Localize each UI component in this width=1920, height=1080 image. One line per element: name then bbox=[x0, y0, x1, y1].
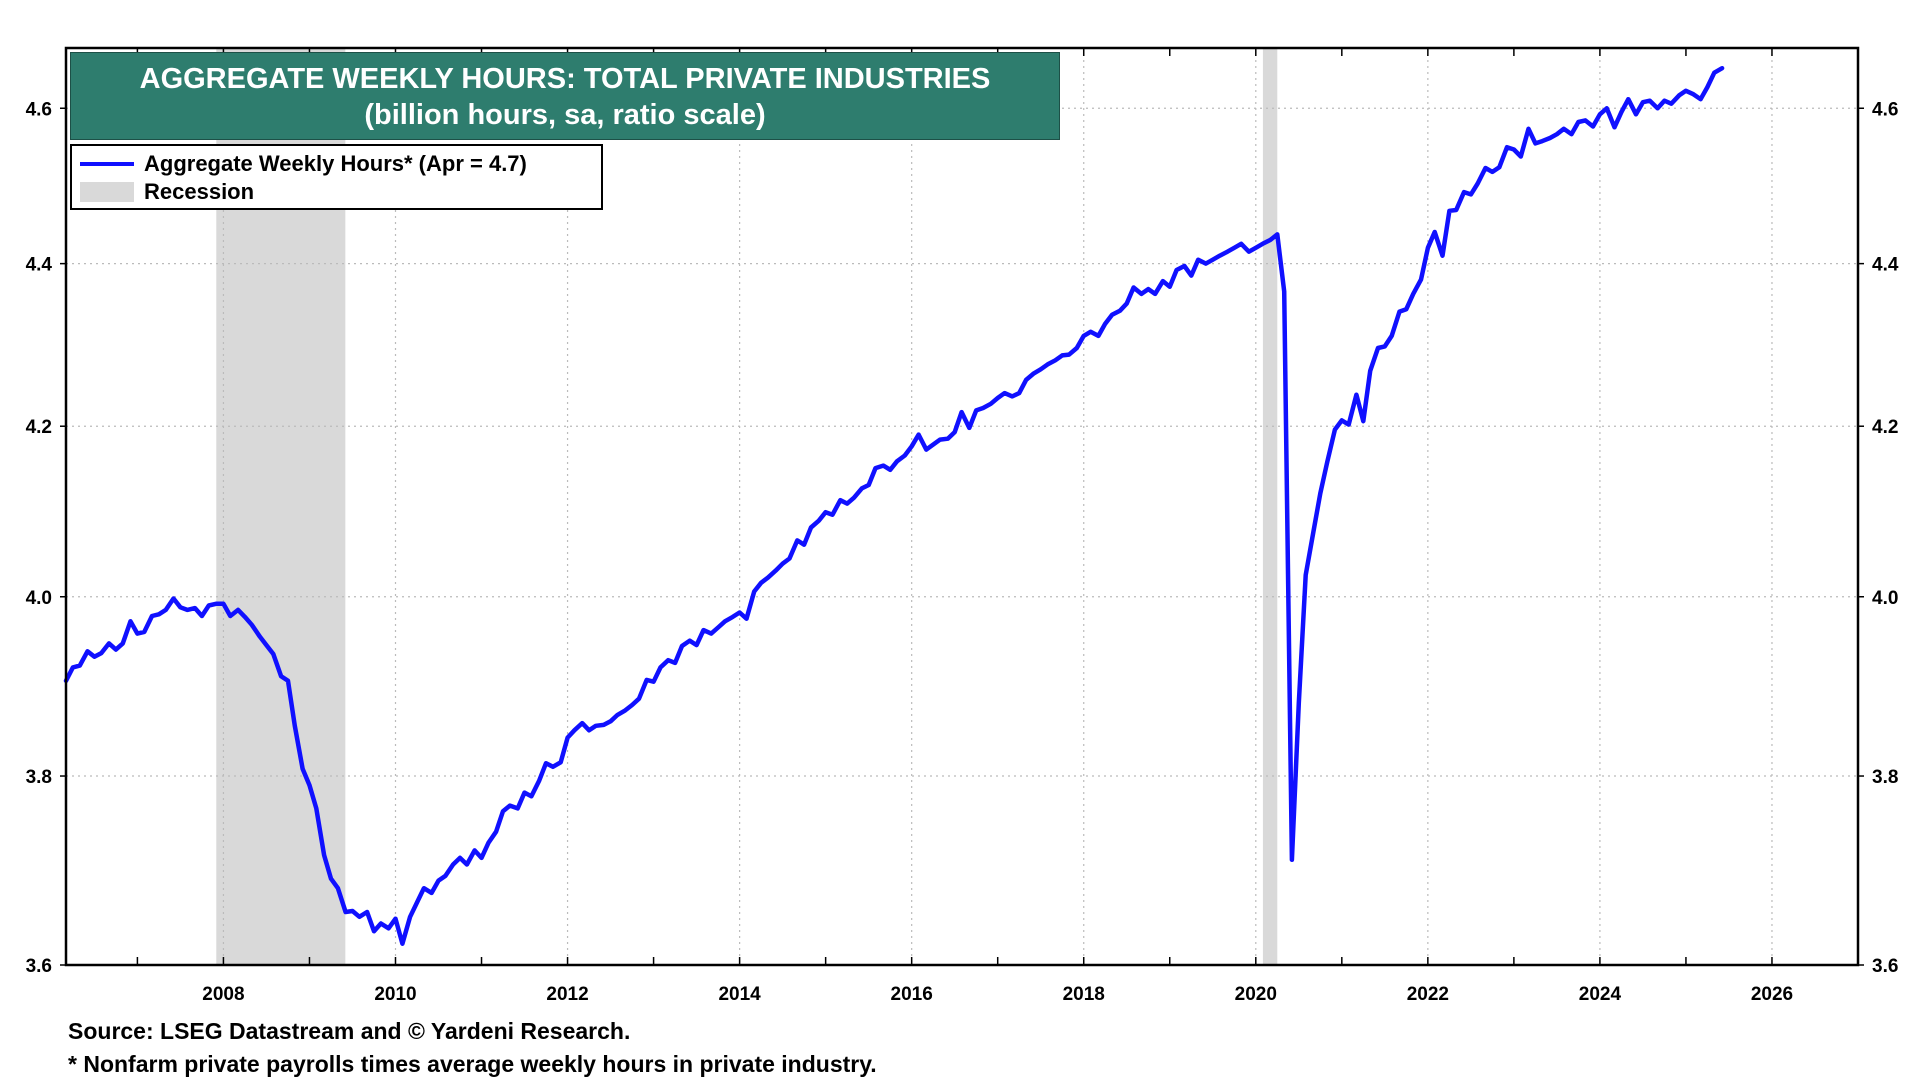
x-tick-label: 2018 bbox=[1063, 984, 1105, 1005]
legend-item-series: Aggregate Weekly Hours* (Apr = 4.7) bbox=[80, 151, 527, 177]
x-tick-label: 2010 bbox=[374, 984, 416, 1005]
source-note: Source: LSEG Datastream and © Yardeni Re… bbox=[68, 1018, 631, 1044]
x-tick-label: 2014 bbox=[718, 984, 761, 1005]
recession-band bbox=[1262, 48, 1278, 965]
y-tick-label-left: 4.2 bbox=[26, 417, 52, 438]
y-tick-label-left: 4.4 bbox=[26, 255, 53, 276]
legend-item-recession: Recession bbox=[80, 179, 254, 205]
x-tick-label: 2008 bbox=[202, 984, 244, 1005]
x-tick-label: 2022 bbox=[1407, 984, 1449, 1005]
chart-title: AGGREGATE WEEKLY HOURS: TOTAL PRIVATE IN… bbox=[139, 63, 991, 95]
y-tick-label-right: 4.2 bbox=[1872, 417, 1898, 438]
legend-band-swatch bbox=[80, 182, 134, 202]
footnote: * Nonfarm private payrolls times average… bbox=[68, 1051, 877, 1077]
y-tick-label-right: 3.6 bbox=[1872, 956, 1898, 977]
y-tick-label-right: 4.6 bbox=[1872, 99, 1898, 120]
x-tick-label: 2020 bbox=[1235, 984, 1277, 1005]
plot-frame bbox=[64, 46, 1860, 967]
legend-label-recession: Recession bbox=[144, 179, 255, 204]
legend-label-series: Aggregate Weekly Hours* (Apr = 4.7) bbox=[144, 151, 527, 176]
y-tick-label-right: 4.0 bbox=[1872, 588, 1898, 609]
chart-title-box: AGGREGATE WEEKLY HOURS: TOTAL PRIVATE IN… bbox=[70, 52, 1060, 140]
legend: Aggregate Weekly Hours* (Apr = 4.7) Rece… bbox=[70, 144, 603, 210]
y-tick-label-left: 3.8 bbox=[26, 767, 52, 788]
y-tick-label-left: 3.6 bbox=[26, 956, 52, 977]
x-tick-label: 2016 bbox=[891, 984, 933, 1005]
legend-line-swatch bbox=[80, 162, 134, 166]
x-tick-label: 2026 bbox=[1751, 984, 1793, 1005]
y-tick-label-left: 4.6 bbox=[26, 99, 52, 120]
chart-subtitle: (billion hours, sa, ratio scale) bbox=[364, 99, 766, 131]
series-line bbox=[63, 65, 1725, 946]
axes: 2008 2010 2012 2014 2016 2018 2020 2022 2024 2026… bbox=[26, 48, 1899, 1005]
y-tick-label-right: 3.8 bbox=[1872, 767, 1898, 788]
x-tick-label: 2024 bbox=[1579, 984, 1622, 1005]
y-tick-label-right: 4.4 bbox=[1872, 255, 1899, 276]
y-tick-label-left: 4.0 bbox=[26, 588, 52, 609]
x-tick-label: 2012 bbox=[546, 984, 588, 1005]
series-layer bbox=[63, 65, 1725, 946]
